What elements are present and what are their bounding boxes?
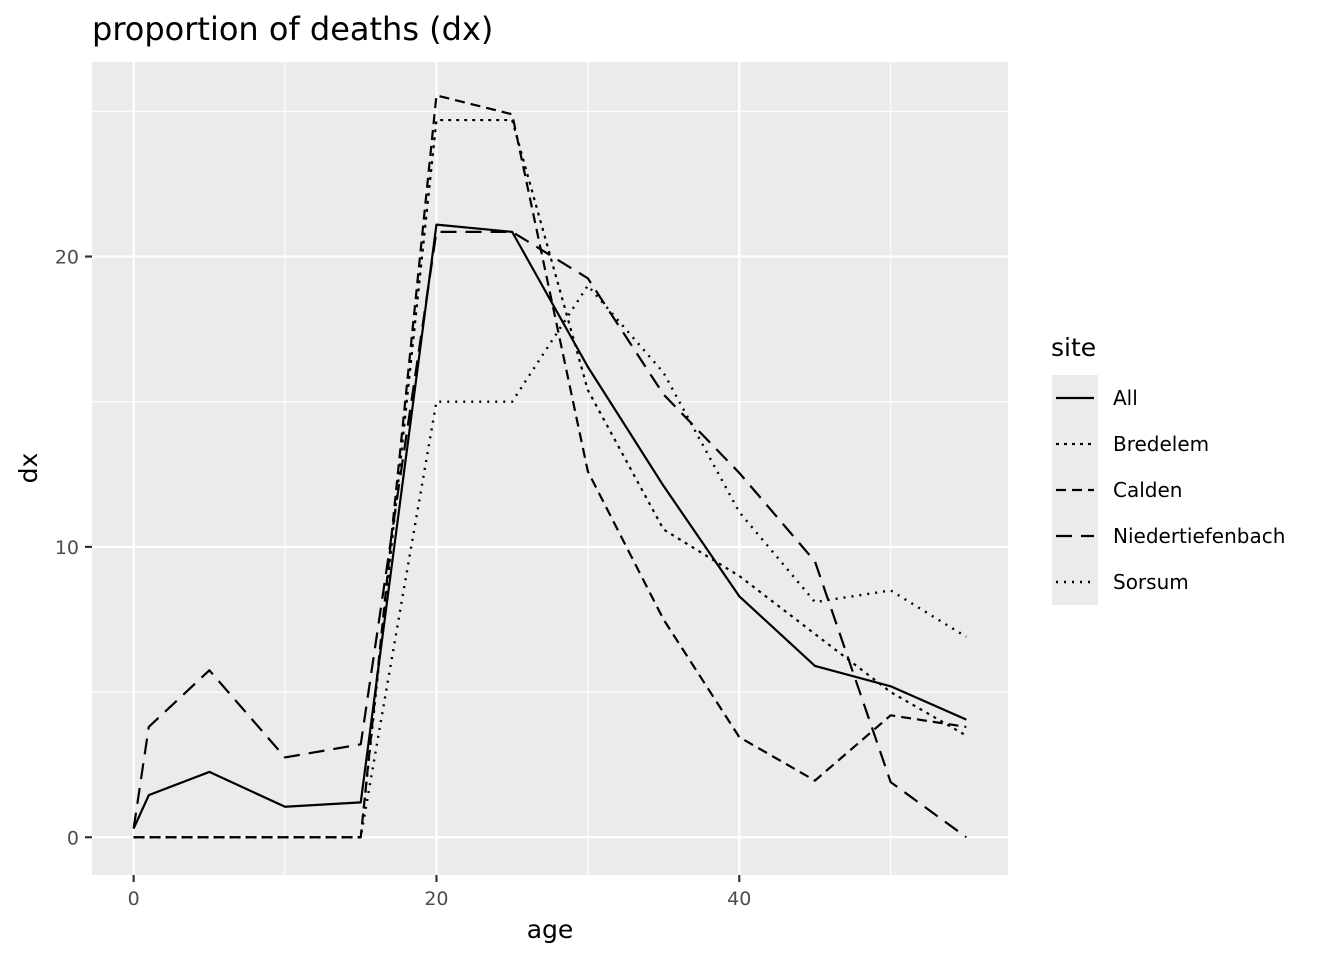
x-axis: 0 20 40 xyxy=(128,875,751,910)
y-tick-label-10: 10 xyxy=(55,537,79,559)
series-line-niedertiefenbach xyxy=(132,230,968,839)
legend-label-niedertiefenbach: Niedertiefenbach xyxy=(1113,524,1285,548)
x-tick-label-40: 40 xyxy=(727,888,751,910)
legend: site All Bredelem Calden Niedertiefenbach So… xyxy=(1051,333,1285,605)
legend-item-niedertiefenbach: Niedertiefenbach xyxy=(1056,524,1285,548)
y-tick-label-20: 20 xyxy=(55,247,79,269)
y-axis-title: dx xyxy=(14,453,43,484)
x-axis-title: age xyxy=(527,915,574,944)
series-lines xyxy=(132,94,968,839)
series-line-calden xyxy=(133,94,967,839)
chart-title: proportion of deaths (dx) xyxy=(92,10,493,48)
series-line-sorsum xyxy=(133,284,967,839)
plot-panel xyxy=(92,62,1008,875)
legend-item-bredelem: Bredelem xyxy=(1056,432,1209,456)
legend-label-sorsum: Sorsum xyxy=(1113,570,1189,594)
major-gridlines xyxy=(92,62,1008,875)
legend-item-all: All xyxy=(1056,386,1138,410)
legend-label-all: All xyxy=(1113,386,1138,410)
legend-item-sorsum: Sorsum xyxy=(1056,570,1189,594)
legend-title: site xyxy=(1051,333,1096,362)
legend-label-calden: Calden xyxy=(1113,478,1182,502)
legend-label-bredelem: Bredelem xyxy=(1113,432,1209,456)
minor-gridlines xyxy=(92,62,1008,875)
y-tick-label-0: 0 xyxy=(67,827,79,849)
x-tick-label-20: 20 xyxy=(424,888,448,910)
series-line-all xyxy=(132,223,967,829)
y-axis: 0 10 20 xyxy=(55,247,92,849)
legend-item-calden: Calden xyxy=(1056,478,1182,502)
x-tick-label-0: 0 xyxy=(128,888,140,910)
